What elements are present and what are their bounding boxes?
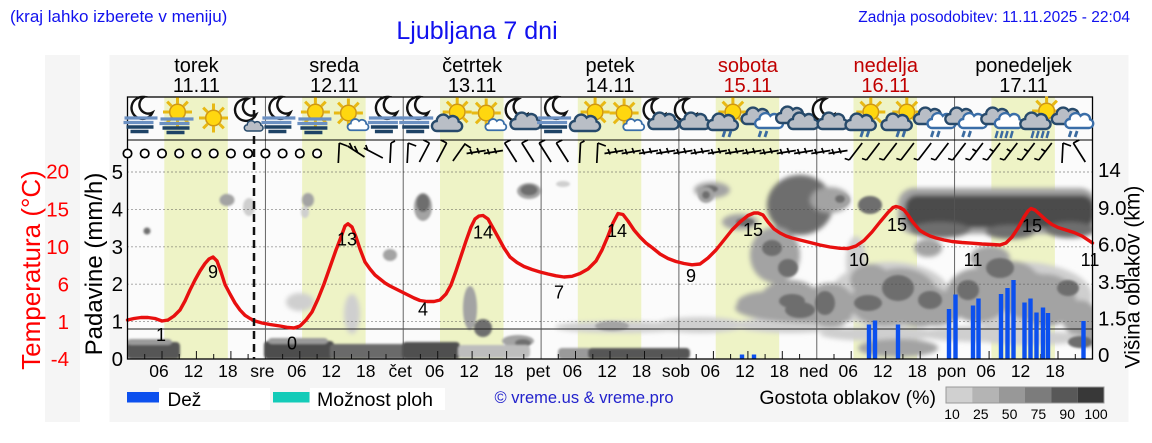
svg-text:11: 11 — [1081, 250, 1100, 270]
svg-text:nedelja: nedelja — [853, 55, 918, 77]
svg-text:pon: pon — [937, 361, 966, 381]
svg-text:11: 11 — [964, 250, 983, 270]
svg-text:(kraj lahko izberete v meniju): (kraj lahko izberete v meniju) — [10, 7, 227, 26]
svg-text:12: 12 — [1011, 361, 1030, 381]
svg-text:12: 12 — [184, 361, 203, 381]
svg-text:Zadnja posodobitev: 11.11.2025: Zadnja posodobitev: 11.11.2025 - 22:04 — [858, 9, 1130, 26]
svg-text:0: 0 — [287, 334, 297, 354]
svg-text:ned: ned — [799, 361, 828, 381]
svg-text:Gostota oblakov (%): Gostota oblakov (%) — [759, 387, 936, 409]
svg-text:06: 06 — [976, 361, 995, 381]
svg-text:4: 4 — [112, 198, 123, 221]
svg-text:sobota: sobota — [718, 55, 779, 77]
svg-text:6.0: 6.0 — [1098, 234, 1127, 257]
svg-text:13.11: 13.11 — [448, 75, 497, 97]
svg-text:© vreme.us & vreme.pro: © vreme.us & vreme.pro — [494, 389, 673, 407]
svg-text:Temperatura (°C): Temperatura (°C) — [16, 170, 46, 370]
svg-text:0: 0 — [112, 348, 123, 371]
svg-text:3.5: 3.5 — [1098, 271, 1127, 294]
svg-text:pet: pet — [526, 361, 550, 381]
svg-text:15: 15 — [887, 215, 907, 235]
svg-text:17.11: 17.11 — [999, 75, 1048, 97]
svg-text:četrtek: četrtek — [442, 55, 503, 77]
svg-text:9: 9 — [686, 266, 696, 286]
svg-text:75: 75 — [1031, 406, 1047, 422]
svg-text:1.5: 1.5 — [1098, 308, 1127, 331]
svg-text:7: 7 — [554, 283, 564, 303]
svg-text:20: 20 — [46, 161, 69, 184]
svg-text:Višina oblakov (km): Višina oblakov (km) — [1122, 186, 1145, 369]
svg-text:10: 10 — [46, 236, 69, 259]
svg-text:ponedeljek: ponedeljek — [975, 55, 1073, 77]
svg-text:1: 1 — [112, 311, 123, 334]
svg-text:2: 2 — [112, 273, 123, 296]
svg-text:16.11: 16.11 — [861, 75, 910, 97]
svg-text:čet: čet — [389, 361, 412, 381]
svg-text:9: 9 — [208, 262, 218, 282]
svg-text:12: 12 — [322, 361, 341, 381]
svg-text:12: 12 — [597, 361, 616, 381]
svg-text:18: 18 — [1045, 361, 1064, 381]
svg-text:9.0: 9.0 — [1098, 197, 1127, 220]
svg-text:Dež: Dež — [168, 390, 202, 411]
svg-text:1: 1 — [156, 325, 166, 345]
svg-text:14: 14 — [473, 223, 493, 243]
svg-text:18: 18 — [494, 361, 513, 381]
svg-text:12.11: 12.11 — [310, 75, 359, 97]
svg-text:06: 06 — [701, 361, 720, 381]
svg-text:6: 6 — [58, 274, 69, 297]
svg-text:14: 14 — [1098, 159, 1121, 182]
svg-text:11.11: 11.11 — [173, 75, 220, 97]
svg-text:18: 18 — [907, 361, 926, 381]
svg-text:14: 14 — [607, 221, 627, 241]
svg-text:06: 06 — [287, 361, 306, 381]
svg-text:18: 18 — [632, 361, 651, 381]
svg-text:5: 5 — [112, 161, 123, 184]
svg-text:12: 12 — [459, 361, 478, 381]
svg-text:15.11: 15.11 — [724, 75, 773, 97]
svg-text:Padavine (mm/h): Padavine (mm/h) — [81, 173, 108, 356]
svg-text:12: 12 — [735, 361, 754, 381]
svg-text:18: 18 — [218, 361, 237, 381]
svg-text:13: 13 — [337, 230, 357, 250]
svg-text:-4: -4 — [51, 348, 69, 371]
svg-text:15: 15 — [46, 198, 69, 221]
svg-text:18: 18 — [356, 361, 375, 381]
svg-text:90: 90 — [1059, 406, 1075, 422]
svg-text:15: 15 — [1022, 216, 1042, 236]
svg-text:14.11: 14.11 — [586, 75, 635, 97]
svg-text:50: 50 — [1002, 406, 1018, 422]
svg-text:Ljubljana 7 dni: Ljubljana 7 dni — [396, 17, 557, 45]
svg-text:15: 15 — [743, 220, 763, 240]
svg-text:1: 1 — [58, 311, 69, 334]
svg-text:10: 10 — [944, 406, 960, 422]
svg-text:petek: petek — [586, 55, 636, 77]
svg-text:12: 12 — [873, 361, 892, 381]
svg-text:Možnost ploh: Možnost ploh — [317, 389, 433, 411]
svg-text:torek: torek — [174, 55, 219, 77]
svg-text:06: 06 — [425, 361, 444, 381]
svg-text:06: 06 — [149, 361, 168, 381]
svg-text:18: 18 — [770, 361, 789, 381]
svg-text:10: 10 — [849, 250, 869, 270]
svg-text:3: 3 — [112, 236, 123, 259]
svg-text:sob: sob — [662, 361, 690, 381]
svg-text:25: 25 — [973, 406, 989, 422]
svg-text:sre: sre — [250, 361, 274, 381]
svg-text:100: 100 — [1084, 406, 1108, 422]
svg-text:0: 0 — [1098, 344, 1109, 367]
svg-text:06: 06 — [563, 361, 582, 381]
svg-text:sreda: sreda — [309, 55, 360, 77]
svg-text:4: 4 — [418, 300, 428, 320]
svg-text:06: 06 — [839, 361, 858, 381]
